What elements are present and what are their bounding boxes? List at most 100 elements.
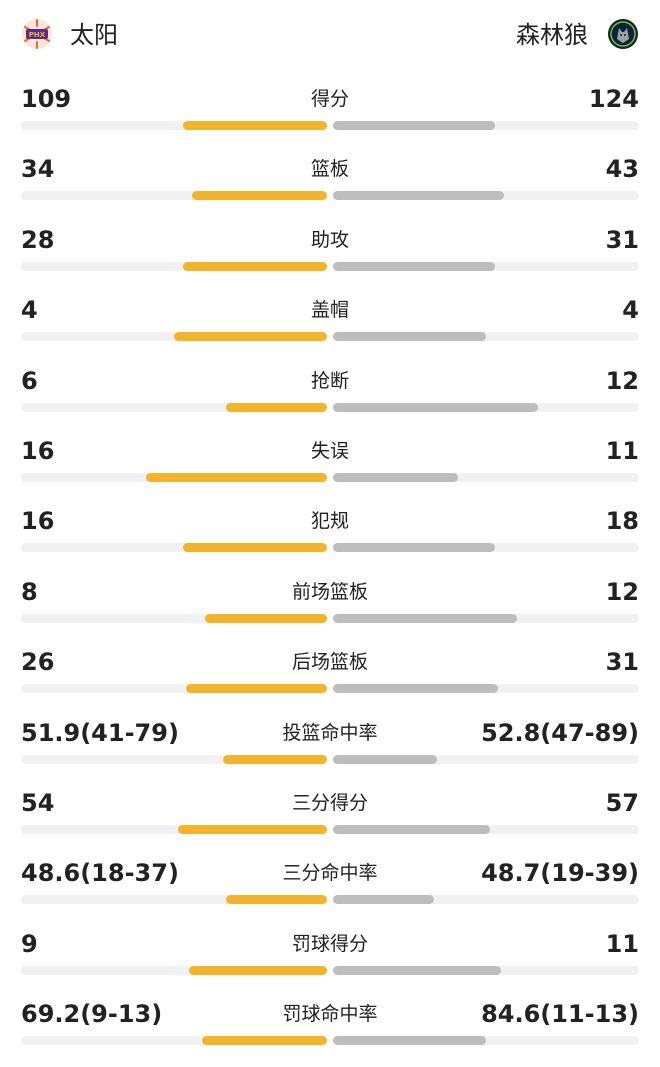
home-stat-value: 109 xyxy=(21,85,72,113)
stat-row: 69.2(9-13) 罚球命中率 84.6(11-13) xyxy=(0,997,660,1067)
stat-label: 罚球得分 xyxy=(291,932,368,955)
stat-row: 109 得分 124 xyxy=(0,82,660,152)
stat-row: 54 三分得分 57 xyxy=(0,786,660,856)
stat-row: 16 犯规 18 xyxy=(0,504,660,574)
stat-label: 盖帽 xyxy=(310,299,349,322)
away-bar-track xyxy=(333,543,639,553)
away-stat-value: 31 xyxy=(605,225,639,254)
stat-label: 抢断 xyxy=(310,369,349,392)
away-stat-value: 57 xyxy=(605,789,639,817)
away-stat-value: 43 xyxy=(605,155,639,184)
away-stat-bar xyxy=(333,754,437,764)
away-stat-value: 84.6(11-13) xyxy=(481,1000,639,1029)
home-stat-value: 6 xyxy=(21,366,38,395)
away-stat-value: 31 xyxy=(605,648,639,677)
home-stat-value: 9 xyxy=(21,929,38,958)
home-stat-bar xyxy=(202,1036,327,1046)
home-stat-bar xyxy=(146,473,327,482)
home-stat-value: 54 xyxy=(21,789,55,817)
stat-row: 6 抢断 12 xyxy=(0,364,660,434)
home-bar-track xyxy=(21,684,327,694)
home-stat-value: 34 xyxy=(21,155,55,184)
away-stat-value: 11 xyxy=(605,437,639,465)
away-stat-bar xyxy=(333,895,434,905)
stat-row: 48.6(18-37) 三分命中率 48.7(19-39) xyxy=(0,856,660,926)
away-bar-track xyxy=(333,473,639,482)
home-bar-track xyxy=(21,965,327,975)
home-bar-track xyxy=(21,402,327,412)
away-stat-bar xyxy=(333,121,495,130)
stat-label: 前场篮板 xyxy=(291,580,368,603)
away-stat-bar xyxy=(333,261,495,271)
away-stat-bar xyxy=(333,825,490,834)
home-stat-value: 69.2(9-13) xyxy=(21,1000,163,1029)
home-stat-bar xyxy=(226,402,327,412)
away-bar-track xyxy=(333,613,639,623)
away-stat-bar xyxy=(333,965,501,975)
stat-label: 篮板 xyxy=(310,158,349,181)
home-bar-track xyxy=(21,261,327,271)
stat-label: 三分得分 xyxy=(291,792,368,814)
home-stat-bar xyxy=(174,332,327,342)
stat-label: 后场篮板 xyxy=(291,651,368,674)
away-stat-bar xyxy=(333,684,498,694)
away-stat-bar xyxy=(333,332,486,342)
home-stat-value: 8 xyxy=(21,577,38,606)
away-stat-bar xyxy=(333,402,538,412)
stat-row: 8 前场篮板 12 xyxy=(0,575,660,645)
away-bar-track xyxy=(333,402,639,412)
away-bar-track xyxy=(333,754,639,764)
home-stat-bar xyxy=(205,613,327,623)
away-stat-value: 11 xyxy=(605,929,639,958)
away-bar-track xyxy=(333,332,639,342)
home-stat-value: 26 xyxy=(21,648,55,677)
away-stat-value: 52.8(47-89) xyxy=(481,718,639,747)
away-stat-bar xyxy=(333,473,458,482)
home-stat-bar xyxy=(223,754,327,764)
away-stat-bar xyxy=(333,543,495,553)
home-bar-track xyxy=(21,1036,327,1046)
home-bar-track xyxy=(21,825,327,834)
stat-row: 51.9(41-79) 投篮命中率 52.8(47-89) xyxy=(0,716,660,786)
away-stat-value: 124 xyxy=(588,85,639,113)
home-stat-bar xyxy=(192,191,327,201)
away-bar-track xyxy=(333,965,639,975)
stat-label: 投篮命中率 xyxy=(282,721,378,744)
away-stat-bar xyxy=(333,191,504,201)
home-stat-value: 4 xyxy=(21,296,38,325)
home-stat-bar xyxy=(178,825,327,834)
away-stat-value: 12 xyxy=(605,366,639,395)
stat-label: 得分 xyxy=(310,88,349,110)
home-bar-track xyxy=(21,191,327,201)
away-bar-track xyxy=(333,684,639,694)
away-bar-track xyxy=(333,825,639,834)
team-header: PHX 太阳 森林狼 xyxy=(0,0,660,70)
home-stat-value: 51.9(41-79) xyxy=(21,718,179,747)
home-bar-track xyxy=(21,895,327,905)
home-bar-track xyxy=(21,613,327,623)
home-bar-track xyxy=(21,543,327,553)
home-bar-track xyxy=(21,754,327,764)
svg-text:PHX: PHX xyxy=(29,31,46,39)
stat-label: 助攻 xyxy=(310,228,349,251)
home-stat-bar xyxy=(183,543,327,553)
home-stat-bar xyxy=(186,684,327,694)
stat-label: 三分命中率 xyxy=(282,862,378,885)
timberwolves-logo-icon xyxy=(608,19,638,49)
away-stat-bar xyxy=(333,613,517,623)
stat-row: 16 失误 11 xyxy=(0,434,660,504)
stat-label: 失误 xyxy=(310,440,349,462)
away-stat-value: 18 xyxy=(605,507,639,536)
stat-label: 罚球命中率 xyxy=(282,1003,378,1026)
stat-row: 9 罚球得分 11 xyxy=(0,927,660,997)
away-bar-track xyxy=(333,121,639,130)
stat-row: 34 篮板 43 xyxy=(0,152,660,222)
suns-logo-icon: PHX xyxy=(22,19,52,49)
away-stat-value: 48.7(19-39) xyxy=(481,859,639,888)
home-stat-value: 28 xyxy=(21,225,55,254)
away-bar-track xyxy=(333,191,639,201)
stat-row: 4 盖帽 4 xyxy=(0,293,660,363)
home-stat-bar xyxy=(226,895,327,905)
home-bar-track xyxy=(21,121,327,130)
